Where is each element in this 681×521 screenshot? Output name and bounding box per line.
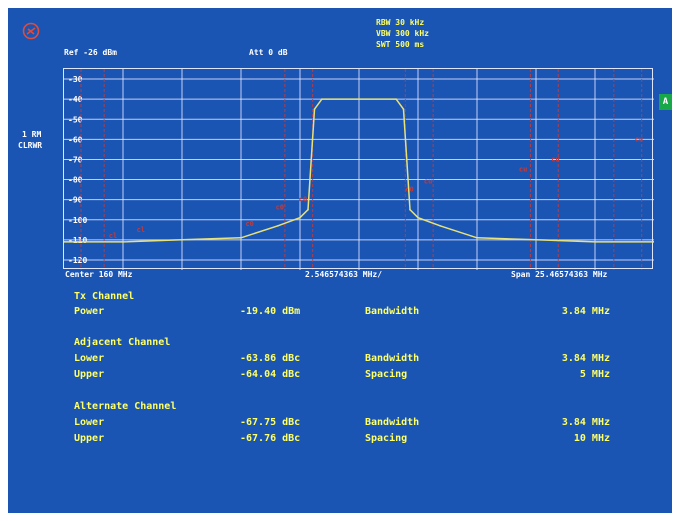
spectrum-trace-point <box>439 224 441 227</box>
spectrum-trace-point <box>307 208 309 211</box>
channel-marker-label: cl <box>109 232 117 240</box>
channel-marker-label: c0 <box>299 196 307 204</box>
spectrum-trace-point <box>594 241 596 243</box>
adjacent-lower-label: Lower <box>74 353 105 364</box>
y-tick-label: -60 <box>68 135 83 144</box>
vbw-label: VBW 300 kHz <box>376 29 429 38</box>
spectrum-trace-point <box>313 108 316 110</box>
tx-power-value: -19.40 dBm <box>240 306 301 317</box>
y-tick-label: -80 <box>68 176 83 185</box>
y-tick-label: -70 <box>68 155 83 164</box>
span-label: Span 25.46574363 MHz <box>511 270 608 279</box>
spectrum-trace-point <box>653 241 654 243</box>
channel-marker-label: cu <box>635 135 643 143</box>
center-frequency-label: Center 160 MHz <box>65 270 133 279</box>
spectrum-trace-point <box>535 239 537 241</box>
channel-marker-label: cu <box>424 178 432 186</box>
adjacent-channel-heading: Adjacent Channel <box>74 337 171 348</box>
spectrum-trace-point <box>476 237 478 239</box>
tx-bandwidth-label: Bandwidth <box>365 306 420 317</box>
spectrum-trace-point <box>321 98 323 100</box>
rbw-label: RBW 30 kHz <box>376 18 425 27</box>
spectrum-trace-point <box>277 224 279 227</box>
adjacent-spacing-value: 5 MHz <box>579 369 610 380</box>
adjacent-bandwidth-label: Bandwidth <box>365 353 420 364</box>
spectrum-plot: -30 -40 -50 -60 -70 -80 -90 -100 -110 -120 cl cl c0 c… <box>63 68 654 270</box>
spectrum-trace-point <box>181 239 183 241</box>
trigger-indicator: A <box>659 94 672 110</box>
y-tick-label: -110 <box>68 236 87 245</box>
channel-marker-label: c0 <box>405 186 413 194</box>
spectrum-svg: -30 -40 -50 -60 -70 -80 -90 -100 -110 -120 cl cl c0 c… <box>64 69 654 270</box>
y-tick-label: -90 <box>68 196 83 205</box>
y-tick-label: -50 <box>68 115 83 124</box>
y-tick-label: -30 <box>68 75 83 84</box>
swt-label: SWT 500 ms <box>376 40 425 49</box>
adjacent-upper-value: -64.04 dBc <box>240 369 301 380</box>
spectrum-trace-point <box>122 241 124 243</box>
adjacent-spacing-label: Spacing <box>365 369 408 380</box>
tx-channel-heading: Tx Channel <box>74 291 135 302</box>
division-label: 2.546574363 MHz/ <box>305 270 383 279</box>
trace-mode-label: 1 RM <box>22 130 42 139</box>
attenuation-label: Att 0 dB <box>249 48 288 57</box>
spectrum-trace-point <box>299 216 301 219</box>
tx-bandwidth-value: 3.84 MHz <box>561 306 610 317</box>
alternate-upper-label: Upper <box>74 433 105 444</box>
alternate-spacing-label: Spacing <box>365 433 408 444</box>
spectrum-trace-point <box>395 98 397 100</box>
trace-clearwrite-label: CLRWR <box>18 141 43 150</box>
alternate-channel-heading: Alternate Channel <box>74 401 177 412</box>
adjacent-bandwidth-value: 3.84 MHz <box>561 353 610 364</box>
tx-power-label: Power <box>74 306 105 317</box>
alternate-bandwidth-value: 3.84 MHz <box>561 417 610 428</box>
alternate-spacing-value: 10 MHz <box>573 433 610 444</box>
spectrum-trace-point <box>417 216 419 219</box>
y-tick-label: -120 <box>68 256 87 265</box>
spectrum-trace-point <box>402 108 405 110</box>
adjacent-lower-value: -63.86 dBc <box>240 353 301 364</box>
trigger-label: A <box>662 97 669 107</box>
channel-marker-label: cu <box>551 155 559 163</box>
spectrum-trace-point <box>358 98 360 100</box>
y-tick-label: -100 <box>68 216 87 225</box>
rohde-schwarz-logo-icon <box>22 22 40 40</box>
alternate-bandwidth-label: Bandwidth <box>365 417 420 428</box>
adjacent-upper-label: Upper <box>74 369 105 380</box>
spectrum-trace-point <box>409 208 411 211</box>
alternate-upper-value: -67.76 dBc <box>240 433 301 444</box>
alternate-lower-label: Lower <box>74 417 105 428</box>
spectrum-trace-point <box>240 237 242 239</box>
y-tick-label: -40 <box>68 95 83 104</box>
channel-marker-label: c0 <box>245 220 253 228</box>
alternate-lower-value: -67.75 dBc <box>240 417 301 428</box>
spectrum-trace-point <box>64 241 65 243</box>
spectrum-analyzer-screen: RBW 30 kHz VBW 300 kHz SWT 500 ms Ref -2… <box>8 8 672 513</box>
ref-level-label: Ref -26 dBm <box>64 48 117 57</box>
channel-marker-label: cu <box>519 166 527 174</box>
channel-marker-label: c0 <box>276 204 284 212</box>
channel-marker-label: cl <box>137 226 145 234</box>
